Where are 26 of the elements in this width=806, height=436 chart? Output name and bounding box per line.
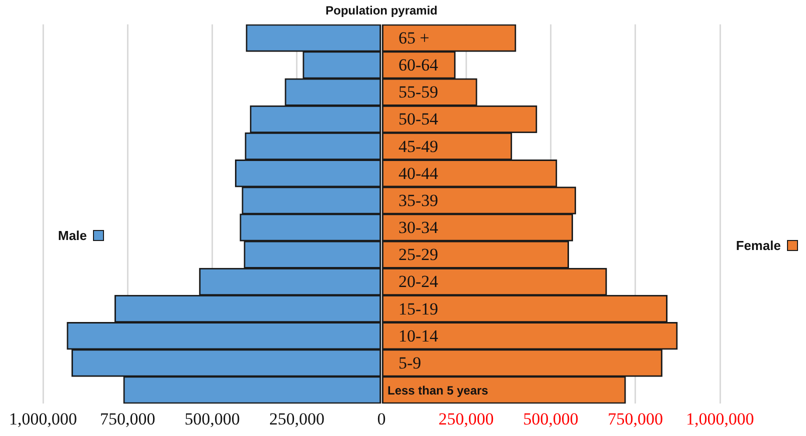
- y-tick-label: 55-59: [398, 82, 438, 102]
- y-tick-label: 65 +: [398, 28, 430, 48]
- y-tick-label: 15-19: [398, 299, 438, 318]
- x-tick-label: 1,000,000: [9, 409, 77, 428]
- x-tick-label: 250,000: [269, 409, 324, 428]
- y-tick-label: 25-29: [398, 245, 438, 264]
- x-tick-label: 500,000: [523, 409, 578, 428]
- y-tick-label: 30-34: [398, 218, 439, 238]
- y-tick-label: 5-9: [398, 353, 422, 372]
- y-tick-label: 10-14: [398, 326, 439, 346]
- y-tick-label: 60-64: [398, 55, 439, 74]
- y-tick-label: Less than 5 years: [388, 383, 489, 398]
- x-tick-label: 500,000: [184, 409, 240, 428]
- y-tick-label: 20-24: [398, 272, 439, 292]
- legend-label: Male: [58, 228, 87, 243]
- x-tick-label: 750,000: [608, 409, 663, 428]
- y-tick-label: 50-54: [398, 110, 439, 129]
- y-tick-label: 45-49: [398, 136, 438, 156]
- x-tick-label: 250,000: [438, 409, 494, 428]
- chart-title: Population pyramid: [325, 4, 438, 18]
- x-tick-label: 750,000: [100, 409, 156, 428]
- y-tick-label: 40-44: [398, 164, 439, 183]
- legend-label: Female: [736, 238, 781, 253]
- x-tick-label: 0: [377, 409, 386, 428]
- y-tick-label: 35-39: [398, 190, 438, 210]
- x-tick-label: 1,000,000: [686, 409, 754, 428]
